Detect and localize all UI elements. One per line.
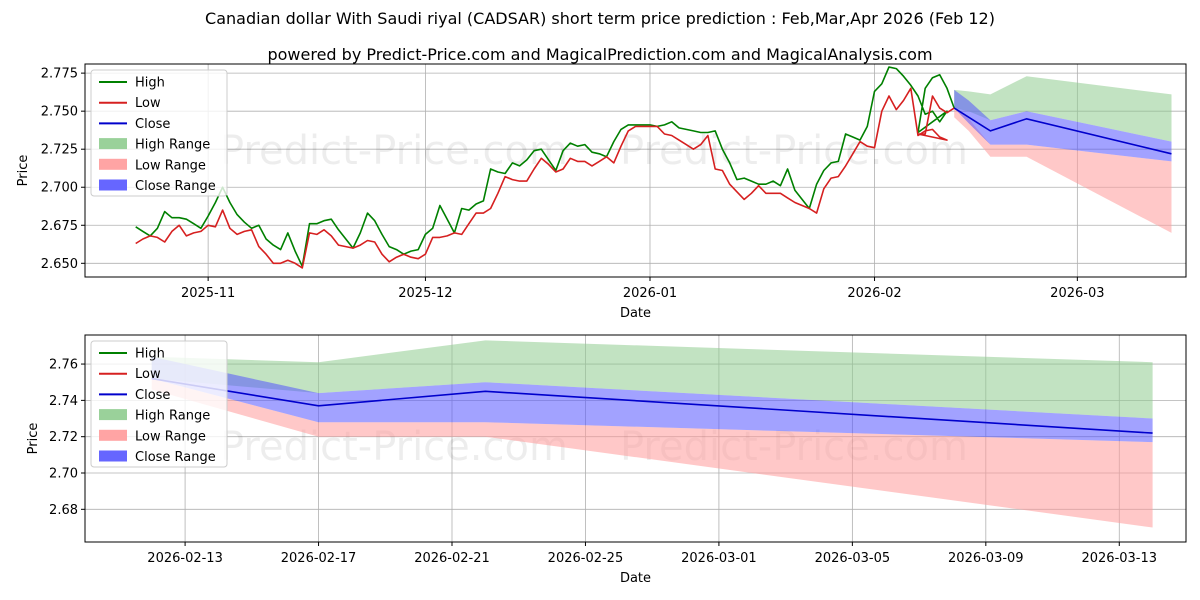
- legend-swatch-patch: [99, 179, 127, 191]
- plot-area: [151, 340, 1153, 528]
- close-range-band: [151, 356, 1153, 443]
- close-forecast-line: [953, 107, 1172, 155]
- high-range-band: [151, 340, 1153, 419]
- legend-label: High Range: [135, 409, 210, 424]
- legend-label: Close Range: [135, 179, 216, 194]
- legend-label: Close: [135, 388, 170, 403]
- legend-item-high: High: [99, 347, 165, 362]
- y-tick-label: 2.76: [49, 358, 78, 373]
- x-tick-label: 2026-02-21: [414, 551, 490, 566]
- x-axis-label: Date: [620, 571, 651, 586]
- y-tick-label: 2.72: [49, 430, 78, 445]
- legend-label: High Range: [135, 138, 210, 153]
- legend-item-high: High: [99, 76, 165, 91]
- y-tick-label: 2.650: [41, 257, 78, 272]
- low-series-line: [135, 87, 955, 269]
- plot-frame: [84, 63, 1187, 278]
- legend-swatch-patch: [99, 138, 127, 150]
- legend-swatch-patch: [99, 450, 127, 462]
- high-range-band: [954, 76, 1172, 142]
- x-tick-label: 2026-02-17: [281, 551, 357, 566]
- y-tick-label: 2.700: [41, 181, 78, 196]
- low-range-band: [151, 378, 1153, 528]
- legend: High Low Close High Range Low Range Close Ran…: [90, 340, 228, 468]
- legend-label: Low: [135, 367, 161, 382]
- legend-item-close: Close: [99, 117, 170, 132]
- legend-swatch-patch: [99, 409, 127, 421]
- plot-top: Predict-Price.com Predict-Price.com Predic…: [16, 63, 1187, 324]
- high-series-line: [135, 66, 955, 268]
- x-axis-label: Date: [620, 306, 651, 321]
- x-tick-label: 2026-03-13: [1081, 551, 1157, 566]
- y-axis-label: Price: [26, 423, 41, 455]
- legend-label: Close Range: [135, 450, 216, 465]
- close-range-band: [954, 89, 1172, 162]
- legend-swatch-patch: [99, 158, 127, 170]
- y-tick-label: 2.775: [41, 67, 78, 82]
- legend-item-low-range: Low Range: [99, 158, 206, 173]
- chart-subtitle: powered by Predict-Price.com and Magical…: [267, 45, 933, 64]
- plot-area: [135, 66, 1172, 269]
- x-tick-label: 2026-03-05: [815, 551, 891, 566]
- close-forecast-line: [151, 377, 1153, 434]
- x-tick-label: 2025-12: [398, 286, 452, 301]
- legend-item-low: Low: [99, 96, 161, 111]
- x-tick-label: 2026-02: [847, 286, 901, 301]
- y-tick-label: 2.675: [41, 219, 78, 234]
- legend-item-low: Low: [99, 367, 161, 382]
- x-tick-label: 2026-03-01: [681, 551, 757, 566]
- legend-label: Low: [135, 96, 161, 111]
- chart-title: Canadian dollar With Saudi riyal (CADSAR…: [205, 9, 995, 28]
- legend-item-close-range: Close Range: [99, 179, 216, 194]
- x-tick-label: 2025-11: [181, 286, 235, 301]
- x-tick-label: 2026-02-13: [147, 551, 223, 566]
- low-range-band: [954, 108, 1172, 233]
- watermark-text: Predict-Price.com: [220, 278, 568, 324]
- legend-item-high-range: High Range: [99, 409, 210, 424]
- watermark-text: Predict-Price.com: [620, 278, 968, 324]
- legend-label: Low Range: [135, 429, 206, 444]
- legend-label: High: [135, 347, 165, 362]
- x-tick-label: 2026-03: [1050, 286, 1104, 301]
- x-tick-label: 2026-01: [623, 286, 677, 301]
- legend-item-high-range: High Range: [99, 138, 210, 153]
- y-tick-label: 2.725: [41, 143, 78, 158]
- y-tick-label: 2.70: [49, 467, 78, 482]
- watermark-text: Predict-Price.com: [620, 128, 968, 174]
- legend-label: Close: [135, 117, 170, 132]
- legend-label: High: [135, 76, 165, 91]
- y-axis-label: Price: [16, 155, 31, 187]
- legend-label: Low Range: [135, 158, 206, 173]
- legend-item-low-range: Low Range: [99, 429, 206, 444]
- watermark-text: Predict-Price.com: [220, 128, 568, 174]
- legend-item-close: Close: [99, 388, 170, 403]
- y-tick-label: 2.68: [49, 503, 78, 518]
- y-tick-label: 2.74: [49, 394, 78, 409]
- x-tick-label: 2026-02-25: [548, 551, 624, 566]
- y-tick-label: 2.750: [41, 105, 78, 120]
- legend-item-close-range: Close Range: [99, 450, 216, 465]
- legend: High Low Close High Range Low Range Close Ran…: [90, 69, 228, 197]
- x-tick-label: 2026-03-09: [948, 551, 1024, 566]
- legend-swatch-patch: [99, 429, 127, 441]
- plot-frame: [84, 334, 1187, 543]
- plot-bottom: Predict-Price.comPredict-Price.com2.682.…: [26, 334, 1187, 586]
